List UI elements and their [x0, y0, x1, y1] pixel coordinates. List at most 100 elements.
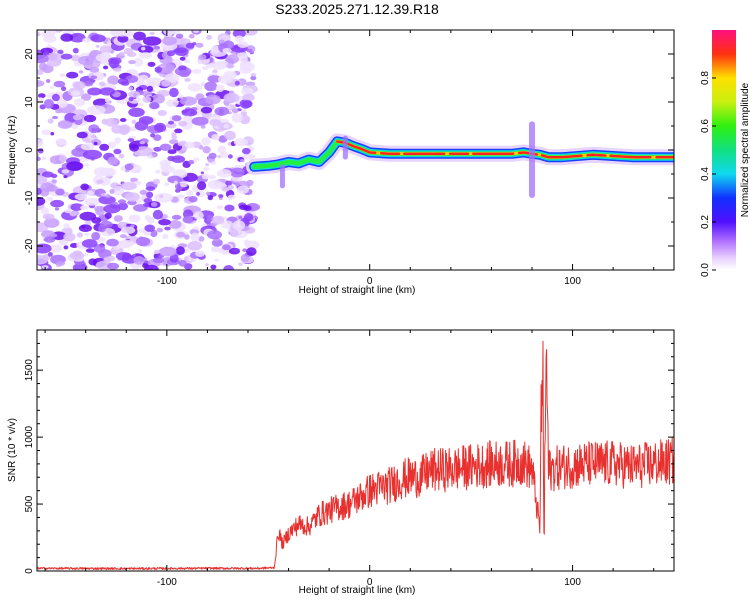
- noise-blob: [197, 181, 207, 191]
- colorbar-tick-label: 0.8: [700, 71, 711, 85]
- noise-blob: [55, 30, 63, 33]
- noise-blob: [234, 80, 240, 86]
- noise-blob: [37, 153, 40, 157]
- noise-blob: [80, 205, 89, 210]
- noise-blob: [152, 209, 163, 220]
- noise-blob: [125, 75, 139, 84]
- noise-blob: [171, 115, 182, 122]
- noise-blob: [167, 149, 177, 155]
- noise-blob: [80, 143, 95, 151]
- noise-blob: [178, 260, 187, 267]
- noise-blob: [187, 241, 203, 251]
- noise-blob: [216, 169, 232, 178]
- noise-blob: [234, 35, 244, 43]
- noise-blob: [214, 106, 230, 116]
- noise-blob: [184, 77, 191, 82]
- x-tick-label: 0: [367, 577, 373, 588]
- colorbar-tick-label: 0.6: [700, 119, 711, 133]
- noise-blob: [117, 78, 129, 85]
- noise-blob: [96, 179, 104, 184]
- noise-blob: [46, 44, 52, 48]
- noise-blob: [46, 185, 58, 192]
- noise-blob: [128, 214, 141, 223]
- noise-blob: [196, 192, 201, 196]
- signal-track: [246, 121, 674, 198]
- noise-blob: [240, 159, 245, 163]
- noise-blob: [37, 139, 44, 146]
- noise-blob: [190, 232, 200, 242]
- noise-blob: [70, 203, 83, 212]
- snr-y-axis-label: SNR (10 * v/v): [7, 418, 18, 482]
- noise-blob: [82, 149, 102, 160]
- colorbar-ticks: 0.0 0.2 0.4 0.6 0.8: [700, 71, 716, 277]
- noise-blob: [136, 199, 142, 204]
- noise-blob: [37, 148, 44, 154]
- noise-blob: [60, 33, 74, 42]
- noise-blob: [89, 66, 100, 73]
- noise-blob: [103, 204, 121, 214]
- noise-blob: [241, 108, 247, 112]
- noise-blob: [173, 180, 178, 185]
- noise-blob: [164, 73, 180, 83]
- noise-blob: [153, 45, 161, 50]
- noise-blob: [200, 171, 205, 175]
- x-tick-label: -100: [157, 276, 177, 287]
- noise-blob: [69, 211, 78, 217]
- noise-blob: [46, 196, 54, 201]
- noise-blob: [169, 254, 179, 263]
- noise-blob: [37, 69, 44, 76]
- noise-blob: [37, 97, 45, 103]
- noise-blob: [178, 65, 187, 71]
- noise-blob: [95, 206, 105, 216]
- noise-blob: [50, 199, 65, 208]
- noise-blob: [242, 147, 251, 155]
- noise-blob: [117, 199, 127, 204]
- noise-blob: [219, 151, 229, 159]
- noise-blob: [157, 110, 167, 116]
- noise-blob: [133, 256, 145, 265]
- noise-blob: [37, 187, 42, 196]
- noise-blob: [42, 213, 55, 220]
- noise-blob: [95, 44, 100, 48]
- noise-blob: [201, 66, 209, 70]
- noise-blob: [118, 153, 125, 159]
- noise-blob: [154, 122, 167, 133]
- noise-blob: [159, 159, 172, 167]
- noise-blob: [229, 167, 245, 178]
- noise-blob: [144, 264, 159, 270]
- noise-blob: [209, 119, 222, 126]
- noise-blob: [175, 33, 184, 39]
- noise-blob: [61, 169, 70, 174]
- noise-blob: [88, 258, 97, 266]
- noise-blob: [128, 60, 136, 65]
- noise-blob: [147, 216, 155, 224]
- noise-blob: [99, 87, 116, 96]
- noise-blob: [142, 96, 152, 103]
- noise-blob: [66, 161, 83, 172]
- noise-blob: [246, 48, 253, 53]
- noise-blob: [167, 120, 175, 125]
- noise-blob: [198, 236, 205, 242]
- noise-blob: [47, 118, 54, 124]
- noise-blob: [63, 223, 70, 229]
- noise-blob: [219, 39, 225, 44]
- noise-blob: [146, 191, 154, 199]
- noise-blob: [72, 263, 88, 270]
- noise-blob: [242, 248, 248, 253]
- noise-blob: [188, 159, 195, 165]
- noise-blob: [238, 262, 243, 266]
- noise-blob: [120, 182, 137, 191]
- noise-blob: [150, 133, 156, 138]
- noise-blob: [91, 232, 100, 241]
- noise-blob: [164, 226, 171, 231]
- noise-blob: [76, 232, 84, 238]
- noise-blob: [37, 80, 45, 87]
- noise-blob: [41, 156, 47, 161]
- noise-blob: [200, 106, 213, 114]
- noise-blob: [223, 123, 230, 129]
- noise-blob: [43, 50, 50, 56]
- noise-blob: [201, 137, 211, 146]
- noise-blob: [146, 82, 156, 87]
- noise-blob: [180, 96, 197, 106]
- noise-blob: [58, 155, 67, 163]
